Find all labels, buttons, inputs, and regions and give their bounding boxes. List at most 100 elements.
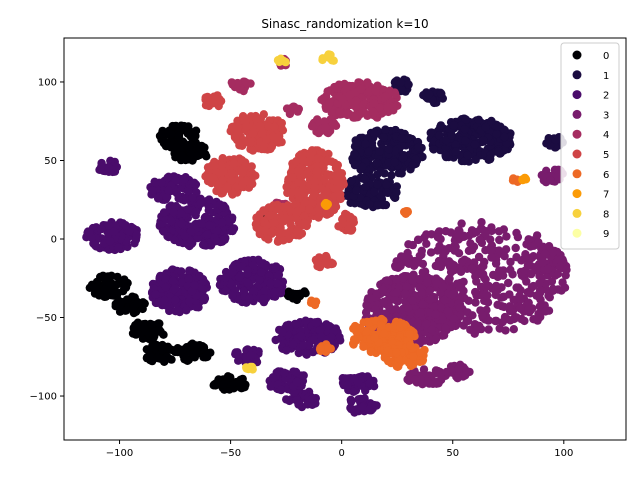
point-series-2 bbox=[105, 237, 115, 246]
point-series-0 bbox=[111, 280, 121, 289]
point-series-5 bbox=[300, 218, 309, 228]
point-series-3 bbox=[472, 227, 481, 237]
point-series-2 bbox=[298, 341, 308, 350]
point-series-3 bbox=[506, 257, 515, 267]
legend-marker bbox=[572, 50, 582, 60]
point-series-5 bbox=[227, 176, 236, 185]
point-series-0 bbox=[120, 275, 129, 284]
point-series-6 bbox=[379, 329, 389, 338]
point-series-3 bbox=[522, 277, 531, 286]
point-series-5 bbox=[310, 189, 319, 198]
point-series-3 bbox=[526, 242, 535, 251]
point-series-3 bbox=[484, 316, 493, 325]
point-series-6 bbox=[409, 352, 418, 361]
point-series-3 bbox=[508, 270, 517, 279]
point-series-7 bbox=[518, 175, 527, 184]
y-tick-label: −50 bbox=[36, 313, 57, 324]
point-series-2 bbox=[203, 230, 212, 239]
point-series-2 bbox=[182, 306, 191, 315]
point-series-2 bbox=[159, 227, 168, 236]
point-series-5 bbox=[201, 93, 210, 102]
point-series-2 bbox=[234, 356, 243, 365]
point-series-4 bbox=[356, 84, 366, 94]
point-series-2 bbox=[288, 340, 298, 349]
point-series-2 bbox=[228, 263, 238, 272]
point-series-1 bbox=[463, 151, 472, 160]
point-series-2 bbox=[85, 228, 94, 237]
point-series-3 bbox=[483, 298, 493, 307]
point-series-3 bbox=[441, 323, 450, 333]
point-series-3 bbox=[491, 259, 501, 268]
point-series-2 bbox=[192, 302, 201, 312]
series-7 bbox=[320, 173, 531, 210]
legend-label: 2 bbox=[603, 91, 609, 102]
point-series-5 bbox=[292, 157, 301, 166]
point-series-2 bbox=[358, 402, 367, 412]
point-series-3 bbox=[541, 307, 550, 316]
point-series-5 bbox=[242, 122, 251, 131]
point-series-3 bbox=[467, 264, 477, 274]
point-series-3 bbox=[400, 289, 410, 299]
point-series-3 bbox=[432, 279, 442, 288]
point-series-3 bbox=[525, 289, 535, 298]
point-series-1 bbox=[361, 182, 370, 191]
point-series-2 bbox=[294, 399, 304, 408]
point-series-3 bbox=[534, 238, 543, 247]
point-series-5 bbox=[305, 150, 315, 159]
point-series-2 bbox=[180, 231, 189, 241]
point-series-8 bbox=[248, 365, 257, 374]
point-series-1 bbox=[381, 125, 390, 134]
point-series-2 bbox=[280, 368, 289, 377]
point-series-1 bbox=[414, 142, 423, 152]
point-series-5 bbox=[238, 165, 247, 175]
point-series-5 bbox=[331, 177, 341, 186]
point-series-3 bbox=[535, 302, 544, 311]
point-series-3 bbox=[492, 316, 501, 326]
point-series-2 bbox=[291, 367, 301, 377]
legend-label: 5 bbox=[603, 150, 609, 161]
point-series-0 bbox=[174, 123, 184, 132]
point-series-2 bbox=[176, 209, 186, 218]
point-series-3 bbox=[418, 300, 427, 309]
point-series-6 bbox=[366, 347, 376, 357]
point-series-2 bbox=[171, 296, 180, 305]
point-series-4 bbox=[307, 122, 317, 131]
point-series-0 bbox=[186, 132, 195, 141]
point-series-3 bbox=[392, 288, 401, 297]
legend: 0 1 2 3 4 5 6 7 8 9 bbox=[560, 42, 620, 250]
point-series-1 bbox=[367, 138, 377, 148]
point-series-5 bbox=[305, 205, 314, 214]
legend-label: 6 bbox=[603, 170, 609, 181]
axis-ticks: −100 −50 0 50 100 −100 −50 0 50 100 bbox=[30, 77, 574, 459]
point-series-0 bbox=[199, 343, 209, 352]
point-series-3 bbox=[416, 308, 425, 317]
point-series-6 bbox=[397, 319, 407, 328]
point-series-2 bbox=[190, 281, 199, 290]
point-series-2 bbox=[350, 374, 359, 383]
point-series-4 bbox=[293, 107, 302, 116]
series-0 bbox=[85, 121, 310, 394]
point-series-0 bbox=[226, 373, 235, 382]
point-series-2 bbox=[274, 270, 284, 279]
point-series-1 bbox=[470, 140, 480, 149]
series-1 bbox=[340, 75, 567, 212]
point-series-2 bbox=[365, 379, 374, 388]
point-series-6 bbox=[392, 362, 401, 371]
point-series-0 bbox=[172, 143, 181, 152]
point-series-3 bbox=[481, 282, 490, 291]
point-series-2 bbox=[164, 186, 173, 195]
point-series-1 bbox=[461, 136, 470, 145]
point-series-3 bbox=[440, 295, 449, 305]
legend-label: 4 bbox=[603, 130, 609, 141]
point-series-2 bbox=[301, 349, 310, 358]
point-series-1 bbox=[373, 201, 382, 210]
point-series-1 bbox=[493, 122, 502, 131]
point-series-3 bbox=[392, 274, 401, 284]
point-series-2 bbox=[289, 388, 299, 397]
point-series-2 bbox=[271, 262, 280, 272]
point-series-3 bbox=[431, 334, 441, 343]
point-series-3 bbox=[529, 315, 538, 324]
point-series-0 bbox=[178, 152, 187, 161]
point-series-4 bbox=[364, 87, 374, 97]
point-series-3 bbox=[371, 305, 380, 314]
